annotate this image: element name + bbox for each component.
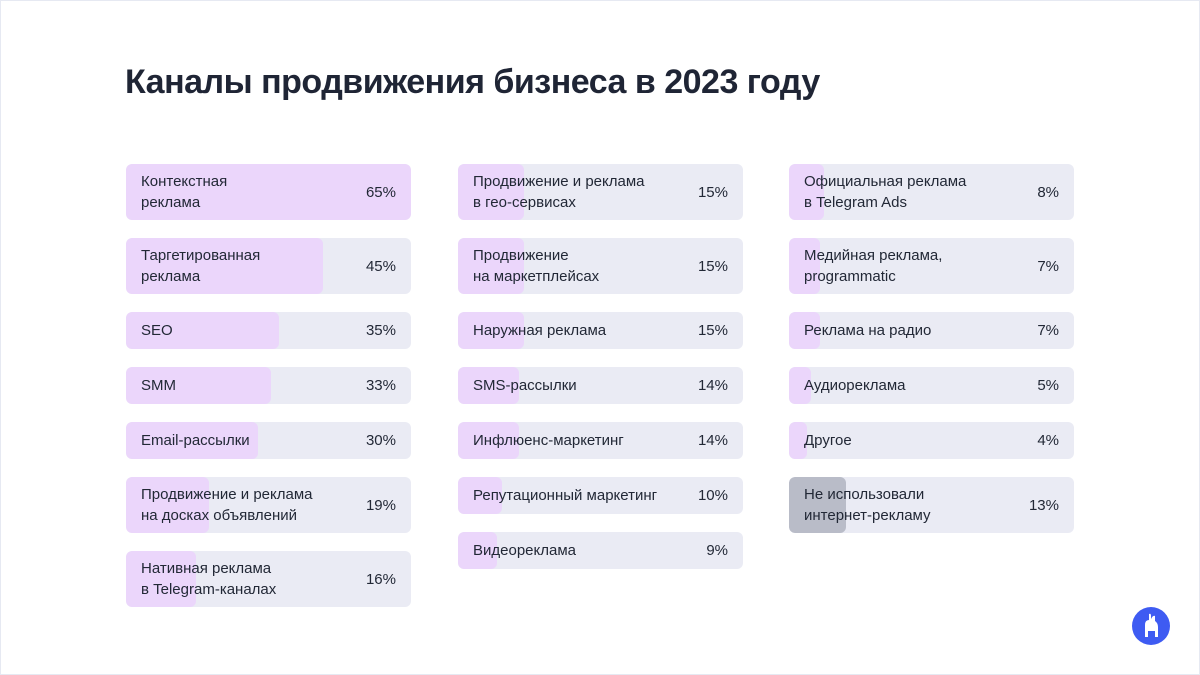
card: Официальная реклама в Telegram Ads 8% <box>789 164 1074 220</box>
logo <box>1132 607 1170 645</box>
category-label: Наружная реклама <box>473 322 607 339</box>
value-label: 35% <box>365 322 396 339</box>
bar <box>126 164 411 220</box>
value-label: 10% <box>697 487 728 504</box>
card: Наружная реклама 15% <box>458 312 743 349</box>
category-label: Не использовали интернет-рекламу <box>804 486 931 524</box>
value-label: 9% <box>706 542 728 559</box>
category-label: SMS-рассылки <box>473 377 577 394</box>
card: Продвижение и реклама в гео-сервисах 15% <box>458 164 743 220</box>
card: Нативная реклама в Telegram-каналах 16% <box>126 551 411 607</box>
bar <box>126 238 324 294</box>
bar <box>458 238 524 294</box>
bar <box>126 367 271 404</box>
value-label: 15% <box>697 322 728 339</box>
card: Медийная реклама, programmatic 7% <box>789 238 1074 294</box>
bar <box>458 164 524 220</box>
card: SMS-рассылки 14% <box>458 367 743 404</box>
value-label: 33% <box>365 377 396 394</box>
category-label: Репутационный маркетинг <box>473 487 658 504</box>
value-label: 7% <box>1037 322 1059 339</box>
card: Другое 4% <box>789 422 1074 459</box>
category-label: Продвижение и реклама на досках объявлен… <box>141 486 313 524</box>
bar <box>789 312 820 349</box>
category-label: Продвижение и реклама в гео-сервисах <box>473 173 645 211</box>
card: Не использовали интернет-рекламу 13% <box>789 477 1074 533</box>
column: Продвижение и реклама в гео-сервисах 15% П… <box>458 164 743 569</box>
value-label: 16% <box>365 570 396 588</box>
card: Таргетированная реклама 45% <box>126 238 411 294</box>
category-label: Аудиореклама <box>804 377 906 394</box>
bar <box>789 477 846 533</box>
value-label: 4% <box>1037 432 1059 449</box>
value-label: 14% <box>697 377 728 394</box>
card: Реклама на радио 7% <box>789 312 1074 349</box>
value-label: 45% <box>365 257 396 275</box>
bar <box>458 312 524 349</box>
bar <box>789 367 811 404</box>
value-label: 15% <box>697 257 728 275</box>
bar <box>458 477 502 514</box>
category-label: Другое <box>804 432 852 449</box>
value-label: 14% <box>697 432 728 449</box>
card: Email-рассылки 30% <box>126 422 411 459</box>
card: Инфлюенс-маркетинг 14% <box>458 422 743 459</box>
bar <box>458 532 498 569</box>
value-label: 65% <box>365 183 396 201</box>
card: Репутационный маркетинг 10% <box>458 477 743 514</box>
card: Контекстная реклама 65% <box>126 164 411 220</box>
category-label: Таргетированная реклама <box>141 247 261 285</box>
category-label: Контекстная реклама <box>141 173 228 211</box>
card: SEO 35% <box>126 312 411 349</box>
value-label: 15% <box>697 183 728 201</box>
category-label: Продвижение на маркетплейсах <box>473 247 600 285</box>
bar <box>789 238 820 294</box>
value-label: 8% <box>1037 183 1059 201</box>
value-label: 13% <box>1028 496 1059 514</box>
bar <box>126 477 210 533</box>
bar <box>126 551 197 607</box>
category-label: SEO <box>141 322 173 339</box>
bar <box>126 422 258 459</box>
card: Аудиореклама 5% <box>789 367 1074 404</box>
category-label: Email-рассылки <box>141 432 250 449</box>
category-label: Медийная реклама, programmatic <box>804 247 943 285</box>
value-label: 7% <box>1037 257 1059 275</box>
card: Продвижение и реклама на досках объявлен… <box>126 477 411 533</box>
category-label: SMM <box>141 377 176 394</box>
card: Продвижение на маркетплейсах 15% <box>458 238 743 294</box>
card: SMM 33% <box>126 367 411 404</box>
category-label: Инфлюенс-маркетинг <box>473 432 624 449</box>
bar <box>789 422 807 459</box>
column: Официальная реклама в Telegram Ads 8% Меди… <box>789 164 1074 533</box>
category-label: Нативная реклама в Telegram-каналах <box>141 560 277 598</box>
category-label: Реклама на радио <box>804 322 932 339</box>
category-label: Официальная реклама в Telegram Ads <box>804 173 967 211</box>
bar <box>126 312 280 349</box>
bar <box>789 164 825 220</box>
value-label: 19% <box>365 496 396 514</box>
bar <box>458 367 520 404</box>
bar <box>458 422 520 459</box>
category-label: Видеореклама <box>473 542 576 559</box>
column: Контекстная реклама 65% Таргетированная ре… <box>126 164 411 607</box>
value-label: 30% <box>365 432 396 449</box>
chart-title: Каналы продвижения бизнеса в 2023 году <box>125 63 820 101</box>
value-label: 5% <box>1037 377 1059 394</box>
card: Видеореклама 9% <box>458 532 743 569</box>
